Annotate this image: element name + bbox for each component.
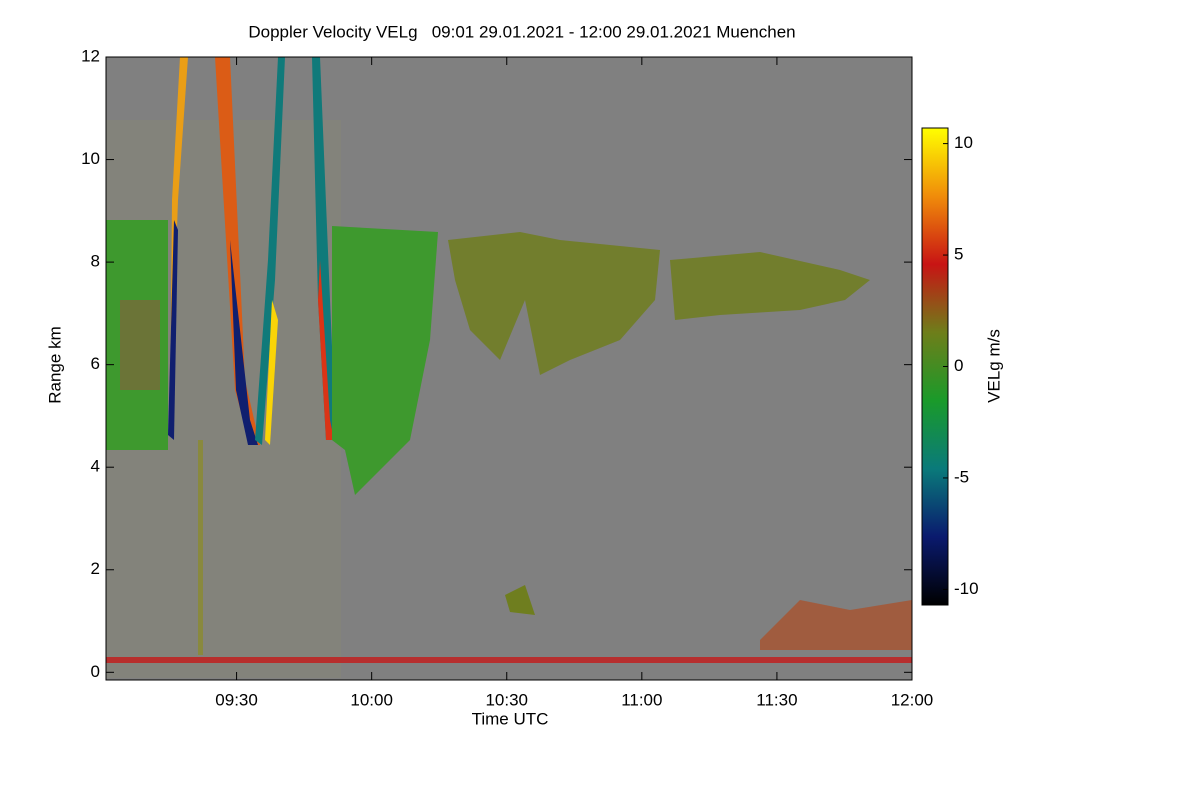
- x-tick-label: 12:00: [891, 690, 934, 709]
- colorbar-tick-label: 10: [954, 133, 973, 152]
- echo: [106, 657, 912, 663]
- chart-title: Doppler Velocity VELg 09:01 29.01.2021 -…: [248, 22, 795, 41]
- echo: [168, 220, 178, 440]
- y-tick-label: 4: [91, 457, 100, 476]
- echo-patterns: [106, 57, 912, 678]
- colorbar-tick-label: 5: [954, 245, 963, 264]
- x-tick-label: 10:00: [350, 690, 393, 709]
- x-tick-label: 10:30: [485, 690, 528, 709]
- colorbar-tick-label: -5: [954, 467, 969, 486]
- colorbar-label: VELg m/s: [984, 329, 1003, 403]
- echo: [448, 232, 660, 375]
- colorbar-tick-label: -10: [954, 579, 979, 598]
- echo: [215, 57, 260, 445]
- y-tick-label: 0: [91, 662, 100, 681]
- echo: [255, 57, 285, 445]
- echo: [230, 240, 258, 445]
- echo: [505, 585, 535, 615]
- echo: [318, 260, 334, 440]
- echo: [332, 226, 438, 495]
- y-tick-label: 2: [91, 559, 100, 578]
- echo: [670, 252, 870, 320]
- x-tick-label: 11:30: [756, 690, 797, 709]
- plot-frame: [105, 56, 913, 681]
- y-axis-label: Range km: [45, 326, 64, 403]
- x-tick-label: 11:00: [621, 690, 662, 709]
- y-tick-label: 12: [81, 46, 100, 65]
- echo: [760, 600, 912, 650]
- y-tick-label: 6: [91, 354, 100, 373]
- x-axis-label: Time UTC: [472, 709, 549, 728]
- echo: [265, 300, 278, 445]
- y-tick-label: 8: [91, 252, 100, 271]
- y-tick-label: 10: [81, 149, 100, 168]
- echo: [312, 57, 336, 440]
- x-tick-label: 09:30: [215, 690, 258, 709]
- colorbar-tick-label: 0: [954, 356, 963, 375]
- echo: [120, 300, 160, 390]
- echo: [198, 440, 203, 655]
